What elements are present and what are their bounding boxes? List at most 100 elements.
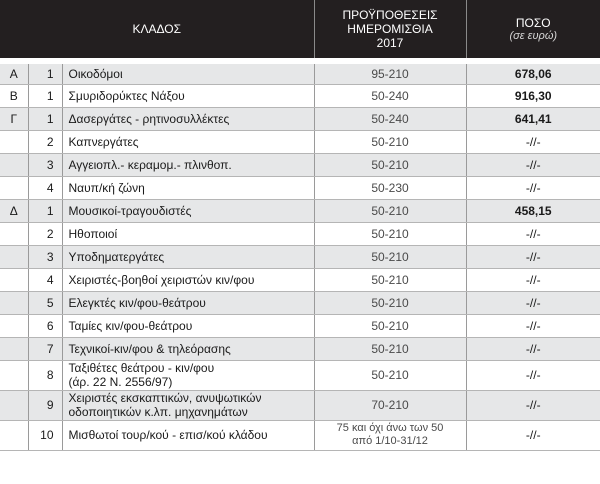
amount-cell: 678,06 (465, 58, 600, 85)
amount-value: -//- (525, 295, 541, 310)
category-cell (0, 222, 28, 246)
table-row: 10 Μισθωτοί τουρ/κού - επισ/κού κλάδου 75 … (0, 420, 600, 451)
table-row: 7 Τεχνικοί-κιν/φου & τηλεόρασης 50-210 -//- (0, 337, 600, 361)
category-letter: Α (9, 66, 18, 81)
row-number: 5 (46, 295, 54, 310)
prerequisite-days: 50-210 (371, 368, 409, 382)
amount-cell: -//- (465, 268, 600, 292)
branch-name-cell: Δασεργάτες - ρητινοσυλλέκτες (61, 107, 315, 131)
branch-name: Υποδηματεργάτες (68, 249, 165, 264)
header-prereq-line1: ΠΡΟΫΠΟΘΕΣΕΙΣ (342, 8, 438, 22)
amount-value: -//- (525, 318, 541, 333)
table-row: 2 Ηθοποιοί 50-210 -//- (0, 222, 600, 246)
category-cell: Β (0, 84, 28, 108)
branch-name-cell: Ταξιθέτες θεάτρου - κιν/φου (άρ. 22 Ν. 25… (61, 360, 315, 391)
prerequisite-cell: 50-210 (313, 222, 467, 246)
header-prerequisites: ΠΡΟΫΠΟΘΕΣΕΙΣ ΗΜΕΡΟΜΙΣΘΙΑ 2017 (313, 0, 467, 61)
row-number: 10 (40, 428, 54, 442)
prerequisite-cell: 50-210 (313, 268, 467, 292)
category-cell (0, 337, 28, 361)
branch-name-cell: Υποδηματεργάτες (61, 245, 315, 269)
branch-name: Χειριστές-βοηθοί χειριστών κιν/φου (68, 272, 255, 287)
amount-value: 916,30 (514, 88, 552, 103)
number-cell: 5 (27, 291, 62, 315)
category-cell: Γ (0, 107, 28, 131)
branch-name: Χειριστές εκσκαπτικών, ανυψωτικών (68, 391, 262, 405)
row-number: 8 (46, 368, 54, 382)
amount-cell: -//- (465, 360, 600, 391)
branch-table: ΚΛΑΔΟΣ ΠΡΟΫΠΟΘΕΣΕΙΣ ΗΜΕΡΟΜΙΣΘΙΑ 2017 ΠΟΣ… (0, 0, 600, 451)
branch-name-cell: Αγγειοπλ.- κεραμομ.- πλινθοπ. (61, 153, 315, 177)
prerequisite-days: 50-210 (371, 226, 409, 241)
row-number: 3 (46, 249, 54, 264)
row-number: 4 (46, 180, 54, 195)
branch-name: Ηθοποιοί (68, 226, 118, 241)
branch-name-cell: Χειριστές-βοηθοί χειριστών κιν/φου (61, 268, 315, 292)
prerequisite-cell: 50-210 (313, 291, 467, 315)
category-cell (0, 291, 28, 315)
branch-name: Ταξιθέτες θεάτρου - κιν/φου (68, 361, 215, 375)
number-cell: 4 (27, 176, 62, 200)
amount-value: -//- (525, 249, 541, 264)
amount-cell: 458,15 (465, 199, 600, 223)
prerequisite-days: 50-210 (371, 318, 409, 333)
row-number: 6 (46, 318, 54, 333)
prerequisite-days: 70-210 (371, 398, 409, 412)
number-cell: 1 (27, 199, 62, 223)
table-body: Α 1 Οικοδόμοι 95-210 678,06 Β 1 Σμυριδορύκτες Ν… (0, 58, 600, 451)
category-cell (0, 360, 28, 391)
category-cell (0, 176, 28, 200)
table-row: 6 Ταμίες κιν/φου-θεάτρου 50-210 -//- (0, 314, 600, 338)
category-letter: Γ (10, 111, 18, 126)
prerequisite-days: 50-210 (371, 295, 409, 310)
amount-value: -//- (525, 428, 541, 442)
branch-name-line2: οδοποιητικών κ.λπ. μηχανημάτων (68, 405, 248, 419)
branch-name: Αγγειοπλ.- κεραμομ.- πλινθοπ. (68, 157, 232, 172)
category-cell: Δ (0, 199, 28, 223)
branch-name-cell: Σμυριδορύκτες Νάξου (61, 84, 315, 108)
amount-cell: -//- (465, 222, 600, 246)
branch-name: Ταμίες κιν/φου-θεάτρου (68, 318, 193, 333)
amount-cell: 916,30 (465, 84, 600, 108)
table-row: 9 Χειριστές εκσκαπτικών, ανυψωτικών οδοποι… (0, 390, 600, 421)
prerequisite-days: 50-210 (371, 203, 409, 218)
header-amount-label: ΠΟΣΟ (515, 16, 551, 30)
table-row: 8 Ταξιθέτες θεάτρου - κιν/φου (άρ. 22 Ν. 2… (0, 360, 600, 391)
table-row: 2 Καπνεργάτες 50-210 -//- (0, 130, 600, 154)
branch-name: Τεχνικοί-κιν/φου & τηλεόρασης (68, 341, 231, 356)
prerequisite-cell: 50-210 (313, 153, 467, 177)
prerequisite-cell: 50-240 (313, 107, 467, 131)
category-cell (0, 390, 28, 421)
amount-cell: -//- (465, 314, 600, 338)
amount-cell: -//- (465, 130, 600, 154)
prerequisite-cell: 50-210 (313, 130, 467, 154)
prerequisite-cell: 50-210 (313, 245, 467, 269)
amount-value: -//- (525, 226, 541, 241)
branch-name: Οικοδόμοι (68, 66, 123, 81)
header-branch: ΚΛΑΔΟΣ (0, 0, 315, 61)
branch-name-cell: Μισθωτοί τουρ/κού - επισ/κού κλάδου (61, 420, 315, 451)
prerequisite-cell: 95-210 (313, 58, 467, 85)
table-header-row: ΚΛΑΔΟΣ ΠΡΟΫΠΟΘΕΣΕΙΣ ΗΜΕΡΟΜΙΣΘΙΑ 2017 ΠΟΣ… (0, 0, 600, 61)
category-cell (0, 268, 28, 292)
branch-name-cell: Οικοδόμοι (61, 58, 315, 85)
row-number: 1 (46, 203, 54, 218)
row-number: 4 (46, 272, 54, 287)
branch-name: Ελεγκτές κιν/φου-θεάτρου (68, 295, 206, 310)
branch-name: Ναυπ/κή ζώνη (68, 180, 145, 195)
amount-cell: -//- (465, 337, 600, 361)
number-cell: 9 (27, 390, 62, 421)
prerequisite-days: 50-210 (371, 272, 409, 287)
amount-value: -//- (525, 341, 541, 356)
category-letter: Β (9, 88, 18, 103)
prerequisite-days: 50-240 (371, 111, 409, 126)
category-cell (0, 420, 28, 451)
row-number: 7 (46, 341, 54, 356)
category-cell (0, 314, 28, 338)
number-cell: 8 (27, 360, 62, 391)
prerequisite-days: 75 και όχι άνω των 50 (336, 422, 444, 434)
branch-name-cell: Χειριστές εκσκαπτικών, ανυψωτικών οδοποιη… (61, 390, 315, 421)
prerequisite-days: 50-210 (371, 157, 409, 172)
branch-name-cell: Μουσικοί-τραγουδιστές (61, 199, 315, 223)
